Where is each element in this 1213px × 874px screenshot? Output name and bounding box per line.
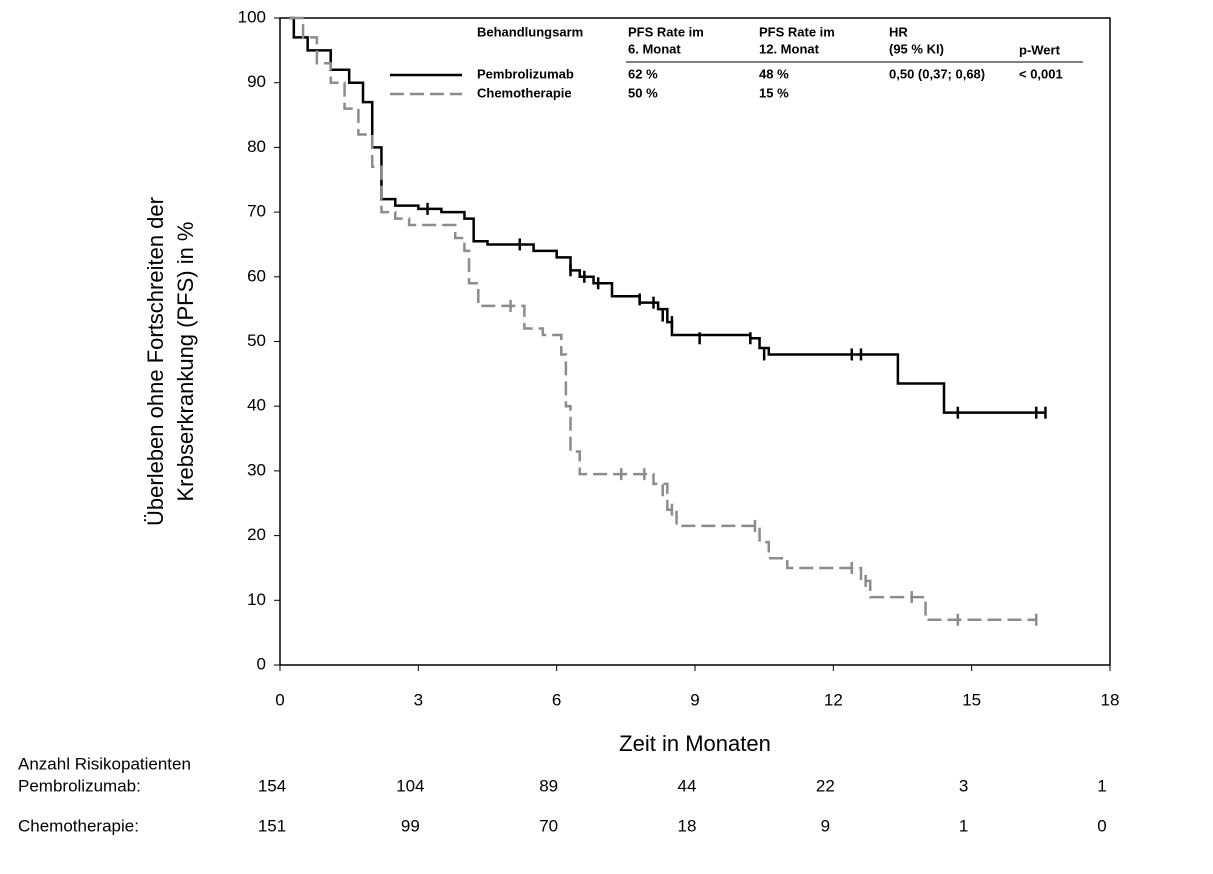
legend-header: 6. Monat [628, 41, 681, 56]
y-tick-label: 80 [247, 137, 266, 156]
x-tick-label: 18 [1101, 690, 1120, 709]
legend-cell: 15 % [759, 85, 789, 100]
risk-value: 70 [539, 816, 558, 835]
y-tick-label: 0 [257, 654, 266, 673]
risk-value: 99 [401, 816, 420, 835]
legend-label: Pembrolizumab [477, 66, 574, 81]
y-tick-label: 30 [247, 460, 266, 479]
risk-value: 18 [678, 816, 697, 835]
risk-value: 154 [258, 776, 286, 795]
x-tick-label: 0 [275, 690, 284, 709]
risk-value: 9 [821, 816, 830, 835]
x-tick-label: 3 [414, 690, 423, 709]
legend-header: HR [889, 24, 908, 39]
y-axis-title: Überleben ohne Fortschreiten der [143, 197, 168, 526]
legend-cell: 0,50 (0,37; 0,68) [889, 66, 985, 81]
x-tick-label: 12 [824, 690, 843, 709]
risk-title: Anzahl Risikopatienten [18, 754, 191, 773]
legend-header: 12. Monat [759, 41, 820, 56]
x-tick-label: 6 [552, 690, 561, 709]
risk-value: 1 [1097, 776, 1106, 795]
risk-value: 44 [678, 776, 697, 795]
risk-value: 104 [396, 776, 424, 795]
legend-label: Chemotherapie [477, 85, 572, 100]
plot-frame [279, 17, 1111, 666]
y-axis-title: Krebserkrankung (PFS) in % [173, 222, 198, 502]
y-tick-label: 10 [247, 590, 266, 609]
risk-value: 22 [816, 776, 835, 795]
km-curve [289, 16, 1037, 621]
legend-header: PFS Rate im [628, 24, 704, 39]
y-tick-label: 60 [247, 266, 266, 285]
legend-header: (95 % KI) [889, 41, 944, 56]
y-tick-label: 40 [247, 396, 266, 415]
y-tick-label: 100 [238, 7, 266, 26]
risk-value: 89 [539, 776, 558, 795]
y-tick-label: 50 [247, 331, 266, 350]
legend-cell: 48 % [759, 66, 789, 81]
risk-label: Chemotherapie: [18, 816, 139, 835]
legend-header: p-Wert [1019, 42, 1061, 57]
y-tick-label: 70 [247, 202, 266, 221]
x-axis-title: Zeit in Monaten [619, 731, 771, 756]
risk-value: 3 [959, 776, 968, 795]
risk-label: Pembrolizumab: [18, 776, 141, 795]
legend-cell: 62 % [628, 66, 658, 81]
legend-cell: < 0,001 [1019, 66, 1063, 81]
legend-header: Behandlungsarm [477, 24, 583, 39]
risk-value: 1 [959, 816, 968, 835]
y-tick-label: 20 [247, 525, 266, 544]
legend-header: PFS Rate im [759, 24, 835, 39]
y-tick-label: 90 [247, 72, 266, 91]
risk-value: 151 [258, 816, 286, 835]
legend-cell: 50 % [628, 85, 658, 100]
x-tick-label: 9 [690, 690, 699, 709]
x-tick-label: 15 [962, 690, 981, 709]
risk-value: 0 [1097, 816, 1106, 835]
